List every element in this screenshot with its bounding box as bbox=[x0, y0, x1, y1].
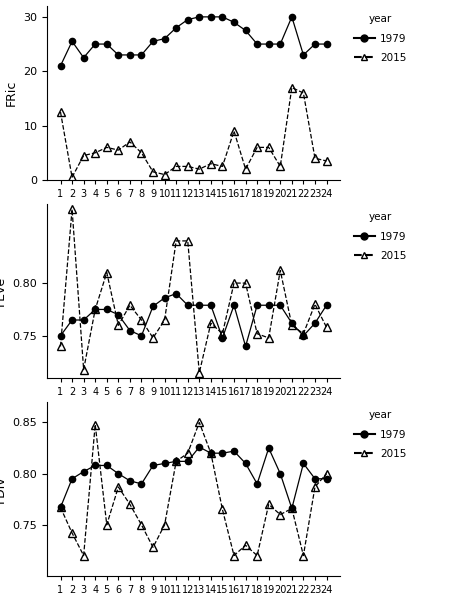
Text: (a): (a) bbox=[184, 235, 203, 249]
Y-axis label: FEve: FEve bbox=[0, 276, 7, 306]
Legend: 1979, 2015: 1979, 2015 bbox=[351, 407, 410, 462]
Legend: 1979, 2015: 1979, 2015 bbox=[351, 11, 410, 66]
Text: (b): (b) bbox=[184, 433, 203, 447]
Legend: 1979, 2015: 1979, 2015 bbox=[351, 209, 410, 264]
X-axis label: Site: Site bbox=[181, 403, 206, 416]
X-axis label: Site: Site bbox=[181, 205, 206, 218]
Y-axis label: FRic: FRic bbox=[5, 80, 18, 106]
Y-axis label: FDiv: FDiv bbox=[0, 475, 7, 503]
